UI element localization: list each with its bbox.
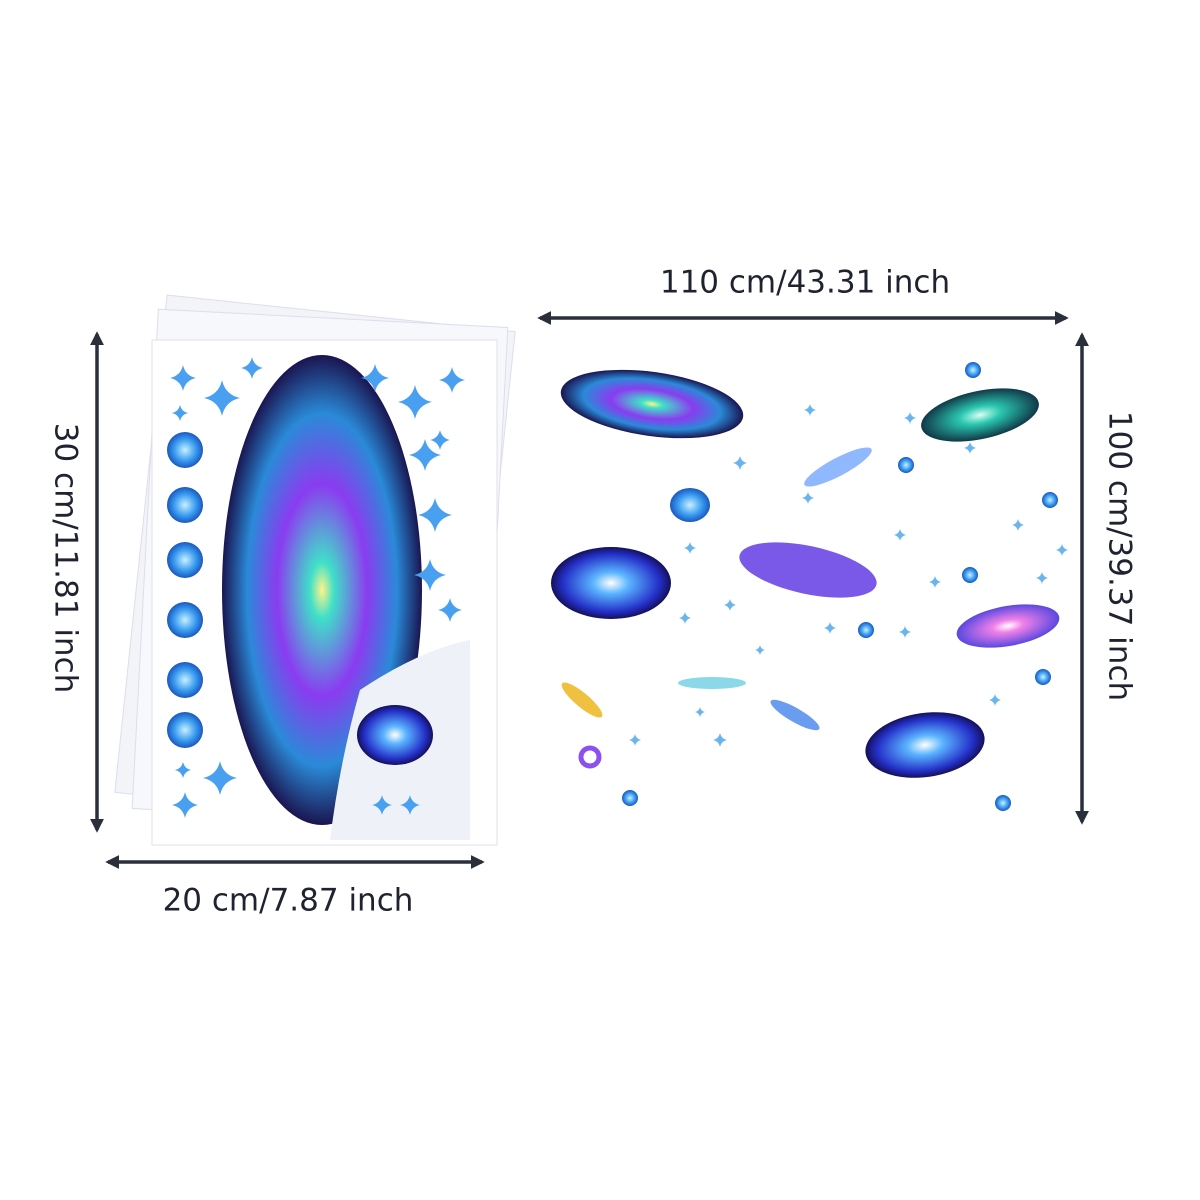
star [439, 367, 465, 393]
planet [1035, 669, 1051, 685]
galaxy [921, 388, 1039, 442]
sheet-decor [167, 357, 465, 818]
star [684, 542, 696, 554]
star [724, 599, 736, 611]
star [204, 380, 240, 416]
star [170, 365, 196, 391]
dimension-label: 30 cm/11.81 inch [48, 423, 84, 694]
star [398, 385, 432, 419]
ring-planet [578, 745, 602, 769]
galaxy [560, 369, 744, 439]
rose [167, 487, 203, 523]
comet [678, 677, 746, 689]
star [802, 492, 814, 504]
galaxy [551, 547, 671, 619]
star [414, 559, 446, 591]
rose [167, 662, 203, 698]
galaxy [956, 604, 1060, 648]
star [1036, 572, 1048, 584]
star [175, 762, 191, 778]
star [409, 439, 441, 471]
star [755, 645, 765, 655]
comet [804, 447, 872, 487]
dimension-label: 20 cm/7.87 inch [163, 883, 414, 919]
star [203, 761, 237, 795]
small-galaxy [357, 705, 433, 765]
star [241, 357, 263, 379]
star [929, 576, 941, 588]
dimension-label: 100 cm/39.37 inch [1102, 411, 1138, 701]
planet [898, 457, 914, 473]
star [989, 694, 1001, 706]
wall-decor [551, 362, 1068, 811]
sticker-sheets [114, 294, 516, 846]
planet [1042, 492, 1058, 508]
galaxy [865, 712, 985, 778]
star [172, 792, 198, 818]
star [430, 430, 450, 450]
star [372, 795, 392, 815]
star [899, 626, 911, 638]
star [964, 442, 976, 454]
planet [962, 567, 978, 583]
star [629, 734, 641, 746]
star [1012, 519, 1024, 531]
star [904, 412, 916, 424]
star [361, 364, 389, 392]
star [400, 795, 420, 815]
star [438, 598, 462, 622]
rose [167, 432, 203, 468]
comet [739, 542, 877, 598]
comet [561, 682, 603, 718]
star [894, 529, 906, 541]
comet [770, 699, 820, 731]
star [804, 404, 816, 416]
rose [167, 602, 203, 638]
star [713, 733, 727, 747]
star [679, 612, 691, 624]
star [695, 707, 705, 717]
planet [965, 362, 981, 378]
dimension-label: 110 cm/43.31 inch [660, 265, 950, 301]
planet [995, 795, 1011, 811]
planet [670, 488, 710, 522]
star [172, 405, 188, 421]
star [733, 456, 747, 470]
star [418, 498, 452, 532]
planet [622, 790, 638, 806]
star [1056, 544, 1068, 556]
star [824, 622, 836, 634]
rose [167, 712, 203, 748]
planet [858, 622, 874, 638]
rose [167, 542, 203, 578]
